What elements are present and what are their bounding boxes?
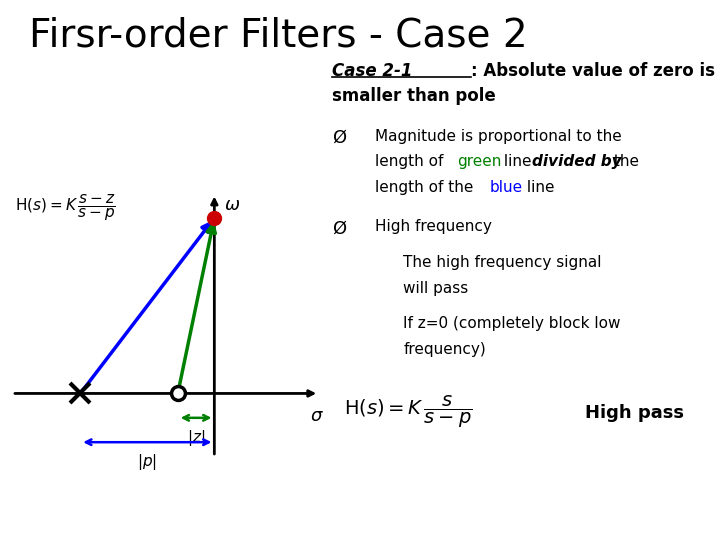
Text: frequency): frequency) (403, 342, 486, 357)
Text: : Absolute value of zero is: : Absolute value of zero is (471, 62, 714, 80)
Text: will pass: will pass (403, 281, 469, 296)
Text: divided by: divided by (532, 154, 621, 170)
Text: green: green (456, 154, 501, 170)
Text: $\omega$: $\omega$ (224, 196, 240, 214)
Text: High frequency: High frequency (376, 219, 492, 234)
Text: line: line (500, 154, 537, 170)
Text: The high frequency signal: The high frequency signal (403, 255, 602, 270)
Text: blue: blue (489, 180, 522, 195)
Text: $|p|$: $|p|$ (138, 452, 157, 472)
Text: length of the: length of the (376, 180, 479, 195)
Text: the: the (609, 154, 639, 170)
Text: Ø: Ø (332, 219, 346, 237)
Text: $|z|$: $|z|$ (187, 428, 205, 448)
Text: Magnitude is proportional to the: Magnitude is proportional to the (376, 129, 622, 144)
Text: $\mathrm{H}(s)= K\,\dfrac{s-z}{s-p}$: $\mathrm{H}(s)= K\,\dfrac{s-z}{s-p}$ (14, 194, 115, 224)
Text: smaller than pole: smaller than pole (332, 87, 495, 105)
Text: Firsr-order Filters - Case 2: Firsr-order Filters - Case 2 (29, 16, 528, 54)
Text: Case 2-1: Case 2-1 (332, 62, 413, 80)
Text: length of: length of (376, 154, 449, 170)
Text: Ø: Ø (332, 129, 346, 146)
Text: $\mathrm{H}(s)= K\,\dfrac{s}{s-p}$: $\mathrm{H}(s)= K\,\dfrac{s}{s-p}$ (344, 394, 472, 430)
Text: High pass: High pass (585, 404, 684, 422)
Text: $\sigma$: $\sigma$ (310, 407, 323, 425)
Text: line: line (522, 180, 554, 195)
Text: If z=0 (completely block low: If z=0 (completely block low (403, 316, 621, 332)
